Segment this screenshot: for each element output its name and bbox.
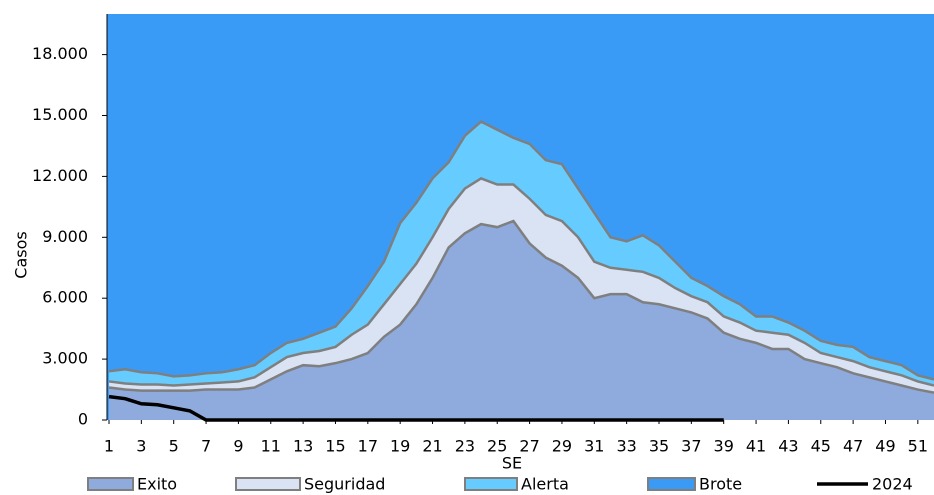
x-tick-label: 15: [325, 437, 345, 456]
x-tick-label: 21: [422, 437, 442, 456]
legend-swatch: [87, 477, 134, 491]
x-axis-label: SE: [502, 454, 522, 473]
x-tick-label: 27: [519, 437, 539, 456]
x-tick-label: 9: [233, 437, 243, 456]
legend-swatch: [647, 477, 696, 491]
legend-label: 2024: [872, 475, 913, 494]
x-tick-label: 5: [169, 437, 179, 456]
y-tick-label: 12.000: [32, 166, 88, 185]
x-tick-label: 47: [843, 437, 863, 456]
y-axis-label: Casos: [12, 231, 31, 278]
area-edge: [108, 120, 934, 381]
x-tick-label: 3: [136, 437, 146, 456]
area-edge: [108, 177, 934, 387]
x-tick-label: 41: [746, 437, 766, 456]
y-tick-label: 18.000: [32, 44, 88, 63]
x-tick-label: 31: [584, 437, 604, 456]
x-tick-label: 13: [293, 437, 313, 456]
legend-swatch: [464, 477, 518, 491]
x-tick-label: 49: [875, 437, 895, 456]
area-alerta: [109, 121, 934, 386]
x-tick-label: 11: [261, 437, 281, 456]
x-tick-label: 23: [455, 437, 475, 456]
area-seguridad: [109, 178, 934, 393]
x-tick-label: 35: [649, 437, 669, 456]
x-tick-label: 17: [358, 437, 378, 456]
x-tick-label: 43: [778, 437, 798, 456]
legend-label: Alerta: [521, 475, 569, 494]
x-tick-label: 33: [616, 437, 636, 456]
legend-label: Exito: [137, 475, 177, 494]
legend-label: Brote: [699, 475, 742, 494]
area-exito: [109, 221, 934, 420]
line-series: [108, 394, 724, 422]
x-tick-label: 37: [681, 437, 701, 456]
x-tick-label: 7: [201, 437, 211, 456]
y-tick-label: 0: [78, 410, 88, 429]
y-tick-label: 15.000: [32, 105, 88, 124]
x-tick-label: 51: [908, 437, 928, 456]
x-tick-label: 39: [714, 437, 734, 456]
y-tick-label: 9.000: [42, 227, 88, 246]
area-edge: [108, 219, 934, 394]
x-tick-label: 19: [390, 437, 410, 456]
x-tick-label: 1: [104, 437, 114, 456]
legend-label: Seguridad: [304, 475, 385, 494]
y-tick-label: 6.000: [42, 288, 88, 307]
x-tick-label: 29: [552, 437, 572, 456]
legend-swatch: [235, 477, 301, 491]
x-tick-label: 25: [487, 437, 507, 456]
x-tick-label: 45: [811, 437, 831, 456]
y-tick-label: 3.000: [42, 349, 88, 368]
